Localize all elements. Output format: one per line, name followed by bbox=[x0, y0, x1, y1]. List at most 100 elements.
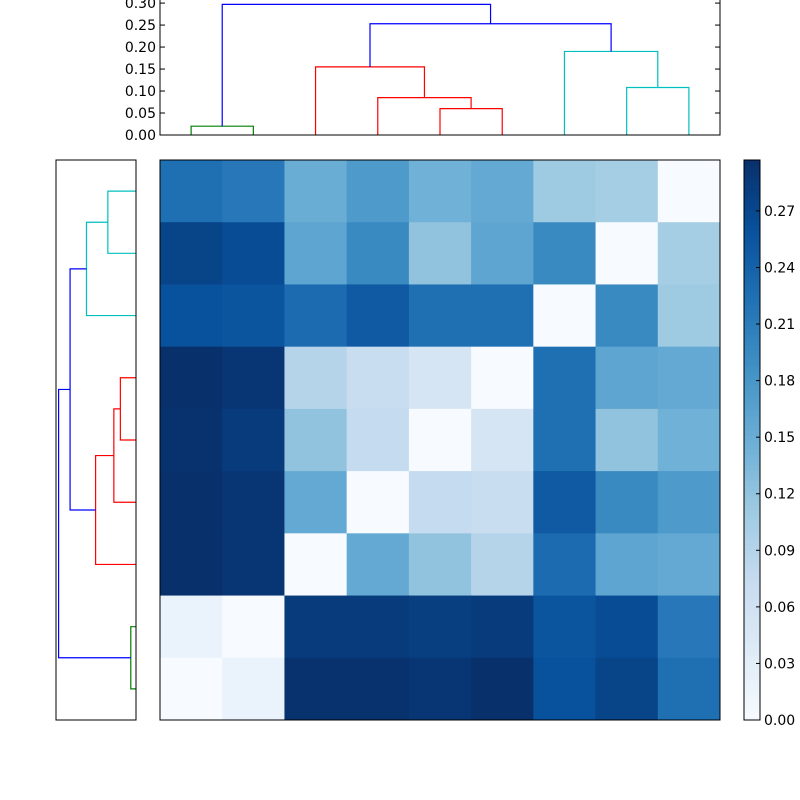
dendrogram-link bbox=[95, 454, 136, 566]
heatmap-cell bbox=[595, 408, 659, 472]
colorbar-segment bbox=[744, 375, 760, 381]
colorbar-segment bbox=[744, 360, 760, 366]
colorbar-segment bbox=[744, 490, 760, 496]
heatmap-cell bbox=[346, 160, 410, 223]
colorbar-segment bbox=[744, 410, 760, 416]
heatmap-cell bbox=[160, 408, 223, 472]
colorbar-segment bbox=[744, 285, 760, 291]
heatmap-cell bbox=[657, 408, 721, 472]
colorbar-segment bbox=[744, 715, 760, 721]
colorbar-segment bbox=[744, 325, 760, 331]
colorbar-segment bbox=[744, 570, 760, 576]
colorbar-segment bbox=[744, 165, 760, 171]
colorbar-segment bbox=[744, 520, 760, 526]
heatmap-cell bbox=[533, 533, 597, 597]
colorbar-segment bbox=[744, 370, 760, 376]
colorbar-segment bbox=[744, 350, 760, 356]
heatmap-cell bbox=[222, 533, 285, 597]
heatmap-cell bbox=[346, 284, 410, 348]
heatmap-cell bbox=[657, 657, 721, 721]
heatmap-cell bbox=[160, 222, 223, 285]
colorbar-segment bbox=[744, 310, 760, 316]
heatmap-cell bbox=[346, 657, 410, 721]
heatmap-cell bbox=[471, 160, 534, 223]
heatmap-cell bbox=[533, 471, 597, 534]
colorbar-segment bbox=[744, 290, 760, 296]
colorbar-segment bbox=[744, 545, 760, 551]
heatmap-cell bbox=[408, 471, 472, 534]
colorbar-segment bbox=[744, 485, 760, 491]
colorbar-segment bbox=[744, 435, 760, 441]
colorbar-segment bbox=[744, 465, 760, 471]
colorbar-segment bbox=[744, 610, 760, 616]
colorbar-segment bbox=[744, 580, 760, 586]
y-tick-label: 0.05 bbox=[125, 106, 156, 122]
heatmap-cell bbox=[595, 284, 659, 348]
colorbar-segment bbox=[744, 245, 760, 251]
colorbar-segment bbox=[744, 200, 760, 206]
heatmap-cell bbox=[346, 533, 410, 597]
colorbar-segment bbox=[744, 295, 760, 301]
colorbar-segment bbox=[744, 525, 760, 531]
colorbar-segment bbox=[744, 330, 760, 336]
dendrogram-link bbox=[563, 50, 659, 135]
heatmap-cell bbox=[408, 657, 472, 721]
colorbar-segment bbox=[744, 250, 760, 256]
dendrogram-link bbox=[190, 125, 254, 135]
colorbar-segment bbox=[744, 210, 760, 216]
colorbar-segment bbox=[744, 635, 760, 641]
heatmap-cell bbox=[284, 471, 348, 534]
colorbar-segment bbox=[744, 665, 760, 671]
colorbar-segment bbox=[744, 320, 760, 326]
top-dendrogram-frame bbox=[159, 0, 721, 136]
heatmap-cell bbox=[160, 595, 223, 659]
dendrogram-link bbox=[377, 97, 472, 135]
y-tick-label: 0.15 bbox=[125, 62, 156, 78]
heatmap-cell bbox=[284, 595, 348, 659]
colorbar-segment bbox=[744, 180, 760, 186]
y-tick-label: 0.10 bbox=[125, 84, 156, 100]
colorbar-segment bbox=[744, 415, 760, 421]
heatmap-cell bbox=[533, 595, 597, 659]
heatmap-cell bbox=[408, 533, 472, 597]
colorbar-segment bbox=[744, 595, 760, 601]
heatmap-cell bbox=[284, 284, 348, 348]
colorbar-segment bbox=[744, 315, 760, 321]
colorbar-segment bbox=[744, 515, 760, 521]
heatmap-cell bbox=[595, 595, 659, 659]
colorbar-segment bbox=[744, 440, 760, 446]
heatmap bbox=[159, 159, 721, 721]
colorbar-segment bbox=[744, 395, 760, 401]
dendrogram-link bbox=[221, 3, 492, 127]
left-dendrogram-frame bbox=[55, 159, 137, 721]
heatmap-cell bbox=[657, 222, 721, 285]
heatmap-cell bbox=[284, 408, 348, 472]
colorbar-segment bbox=[744, 630, 760, 636]
heatmap-cell bbox=[533, 408, 597, 472]
heatmap-cell bbox=[222, 222, 285, 285]
colorbar-segment bbox=[744, 215, 760, 221]
dendrogram-link bbox=[85, 221, 136, 317]
colorbar-segment bbox=[744, 400, 760, 406]
heatmap-cell bbox=[471, 471, 534, 534]
heatmap-cell bbox=[222, 284, 285, 348]
heatmap-cell bbox=[222, 595, 285, 659]
heatmap-cell bbox=[222, 346, 285, 410]
colorbar-segment bbox=[744, 230, 760, 236]
colorbar-segment bbox=[744, 605, 760, 611]
colorbar-segment bbox=[744, 650, 760, 656]
colorbar-segment bbox=[744, 575, 760, 581]
heatmap-cell bbox=[284, 160, 348, 223]
colorbar-segment bbox=[744, 170, 760, 176]
heatmap-cell bbox=[160, 471, 223, 534]
heatmap-cell bbox=[471, 284, 534, 348]
heatmap-cell bbox=[657, 284, 721, 348]
colorbar-segment bbox=[744, 255, 760, 261]
dendrogram-link bbox=[439, 108, 503, 135]
colorbar-segment bbox=[744, 305, 760, 311]
colorbar-segment bbox=[744, 475, 760, 481]
colorbar-segment bbox=[744, 300, 760, 306]
colorbar-segment bbox=[744, 655, 760, 661]
heatmap-cell bbox=[595, 222, 659, 285]
heatmap-cell bbox=[346, 471, 410, 534]
